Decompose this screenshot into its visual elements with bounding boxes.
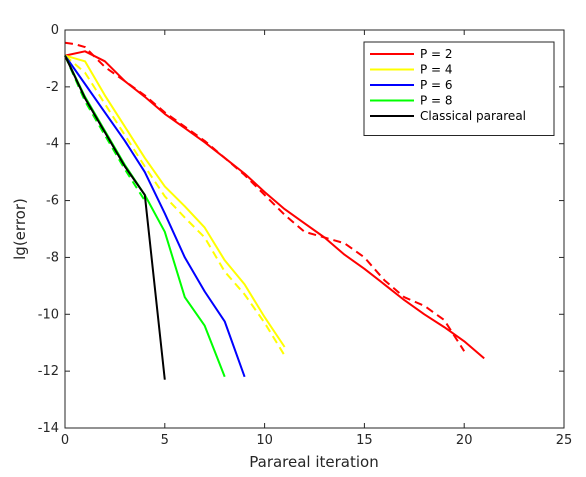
x-tick-label: 15 <box>356 433 373 448</box>
series-line-2 <box>64 54 286 348</box>
x-tick-label: 25 <box>556 433 573 448</box>
series-line-3 <box>64 54 286 357</box>
x-tick-label: 5 <box>161 433 169 448</box>
y-tick-label: -8 <box>46 250 59 265</box>
x-tick-label: 10 <box>256 433 273 448</box>
y-tick-label: -4 <box>46 137 59 152</box>
y-axis-label: lg(error) <box>11 198 29 260</box>
y-tick-label: -2 <box>46 80 59 95</box>
x-axis-label: Parareal iteration <box>249 453 379 471</box>
y-tick-label: -10 <box>38 307 59 322</box>
legend-label: P = 6 <box>420 78 453 92</box>
x-tick-label: 20 <box>456 433 473 448</box>
legend-box <box>363 41 555 136</box>
legend-label: P = 2 <box>420 47 453 61</box>
series-line-7 <box>64 55 166 380</box>
legend-label: P = 8 <box>420 94 453 108</box>
legend-label: P = 4 <box>420 63 453 77</box>
series-line-1 <box>64 41 466 352</box>
plot-frame <box>64 29 565 429</box>
series-layer <box>64 41 485 380</box>
tick-layer: 0 5 10 15 20 25 0 -2 -4 -6 -8 -10 -12 -14 <box>38 23 573 448</box>
series-line-4 <box>64 55 246 378</box>
x-tick-label: 0 <box>61 433 69 448</box>
y-tick-label: -6 <box>46 194 59 209</box>
y-tick-label: -12 <box>38 364 59 379</box>
legend-label: Classical parareal <box>420 109 526 123</box>
y-tick-label: 0 <box>51 23 59 38</box>
y-tick-label: -14 <box>38 421 59 436</box>
